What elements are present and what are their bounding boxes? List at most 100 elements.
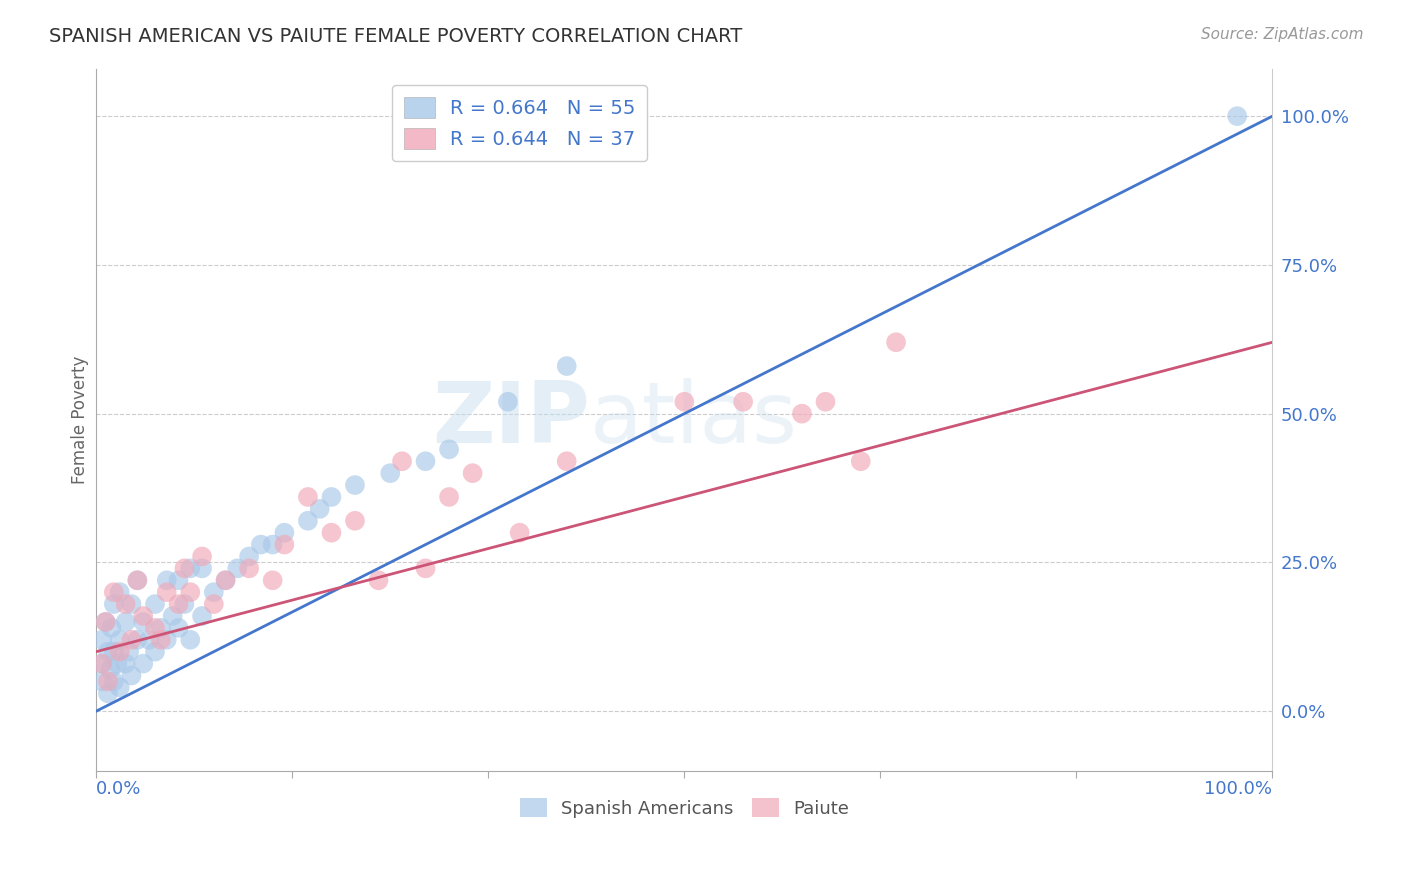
Point [191, 549, 214, 564]
Point [343, 478, 366, 492]
Point [321, 490, 343, 504]
Point [415, 561, 437, 575]
Text: ZIP: ZIP [433, 378, 591, 461]
Point [380, 466, 402, 480]
Point [733, 394, 755, 409]
Point [138, 632, 160, 647]
Point [156, 632, 179, 647]
Point [118, 645, 141, 659]
Point [179, 632, 201, 647]
Point [555, 454, 578, 468]
Point [162, 609, 184, 624]
Point [91, 632, 114, 647]
Point [437, 490, 460, 504]
Point [673, 394, 696, 409]
Point [121, 632, 143, 647]
Point [1226, 109, 1249, 123]
Point [226, 561, 249, 575]
Point [114, 615, 136, 629]
Point [367, 574, 389, 588]
Point [509, 525, 531, 540]
Y-axis label: Female Poverty: Female Poverty [72, 355, 89, 483]
Point [108, 632, 131, 647]
Point [91, 674, 114, 689]
Point [496, 394, 519, 409]
Point [103, 674, 125, 689]
Point [143, 645, 166, 659]
Point [97, 645, 120, 659]
Point [103, 585, 125, 599]
Point [179, 585, 201, 599]
Point [308, 501, 330, 516]
Point [108, 585, 131, 599]
Point [100, 621, 122, 635]
Point [127, 574, 149, 588]
Point [149, 621, 172, 635]
Point [202, 597, 225, 611]
Point [103, 645, 125, 659]
Point [121, 668, 143, 682]
Point [262, 574, 284, 588]
Point [343, 514, 366, 528]
Point [143, 597, 166, 611]
Point [179, 561, 201, 575]
Point [149, 632, 172, 647]
Point [214, 574, 236, 588]
Text: 100.0%: 100.0% [1205, 780, 1272, 797]
Point [167, 574, 190, 588]
Text: Source: ZipAtlas.com: Source: ZipAtlas.com [1201, 27, 1364, 42]
Point [132, 657, 155, 671]
Point [132, 615, 155, 629]
Point [297, 514, 319, 528]
Point [191, 609, 214, 624]
Point [238, 561, 260, 575]
Point [91, 657, 114, 671]
Legend: Spanish Americans, Paiute: Spanish Americans, Paiute [512, 791, 856, 825]
Point [849, 454, 872, 468]
Point [114, 597, 136, 611]
Text: atlas: atlas [591, 378, 799, 461]
Point [555, 359, 578, 373]
Point [108, 645, 131, 659]
Point [391, 454, 413, 468]
Point [108, 681, 131, 695]
Point [143, 621, 166, 635]
Point [273, 538, 295, 552]
Point [121, 597, 143, 611]
Point [790, 407, 813, 421]
Point [415, 454, 437, 468]
Point [94, 615, 117, 629]
Point [103, 597, 125, 611]
Point [273, 525, 295, 540]
Point [262, 538, 284, 552]
Point [173, 561, 195, 575]
Point [114, 657, 136, 671]
Point [191, 561, 214, 575]
Point [156, 574, 179, 588]
Point [97, 674, 120, 689]
Point [884, 335, 907, 350]
Point [156, 585, 179, 599]
Point [814, 394, 837, 409]
Text: 0.0%: 0.0% [96, 780, 142, 797]
Point [437, 442, 460, 457]
Point [202, 585, 225, 599]
Point [214, 574, 236, 588]
Point [167, 597, 190, 611]
Point [127, 632, 149, 647]
Point [321, 525, 343, 540]
Point [238, 549, 260, 564]
Point [132, 609, 155, 624]
Text: SPANISH AMERICAN VS PAIUTE FEMALE POVERTY CORRELATION CHART: SPANISH AMERICAN VS PAIUTE FEMALE POVERT… [49, 27, 742, 45]
Point [167, 621, 190, 635]
Point [297, 490, 319, 504]
Point [91, 657, 114, 671]
Point [97, 686, 120, 700]
Point [173, 597, 195, 611]
Point [461, 466, 484, 480]
Point [127, 574, 149, 588]
Point [94, 615, 117, 629]
Point [105, 657, 128, 671]
Point [250, 538, 273, 552]
Point [98, 663, 121, 677]
